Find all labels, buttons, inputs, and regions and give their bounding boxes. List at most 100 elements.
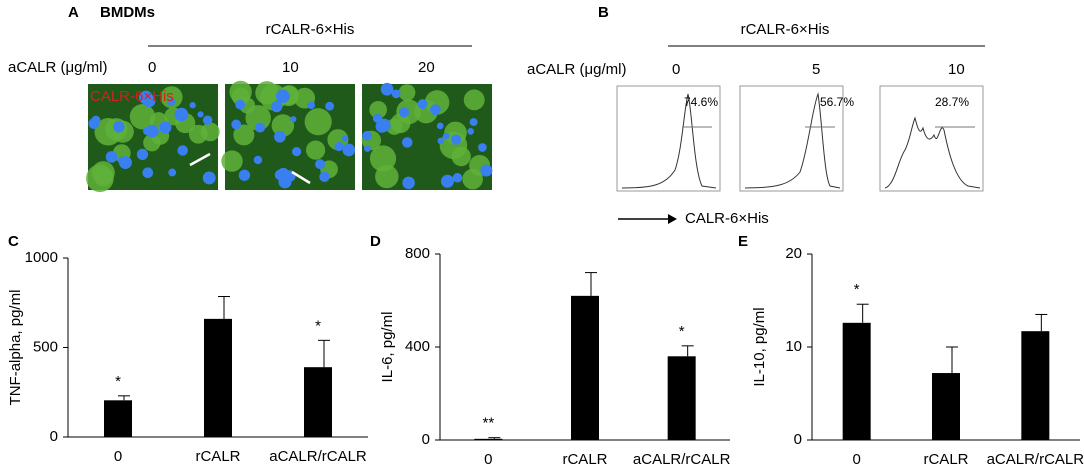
cell [93, 167, 113, 187]
nucleus [402, 137, 413, 148]
x-tick-label: rCALR [195, 448, 240, 465]
bar [932, 373, 960, 440]
cell [398, 84, 416, 101]
cell [451, 146, 471, 167]
panel-label: D [370, 233, 381, 250]
x-tick-label: aCALR/rCALR [633, 451, 731, 468]
nucleus [334, 141, 344, 152]
x-tick-label: 0 [484, 451, 492, 468]
significance: * [679, 323, 685, 340]
bar [1021, 331, 1050, 440]
nucleus [255, 122, 266, 133]
cell [463, 89, 485, 111]
nucleus [417, 99, 428, 109]
treatment-label: rCALR-6×His [741, 21, 830, 38]
y-tick-label: 1000 [25, 249, 58, 266]
cell [305, 140, 326, 160]
nucleus [451, 134, 462, 145]
nucleus [437, 137, 444, 145]
cell [304, 108, 332, 136]
cell [233, 124, 255, 146]
x-tick-label: aCALR/rCALR [987, 451, 1084, 468]
percent-label: 74.6% [684, 95, 718, 109]
nucleus [292, 147, 302, 157]
nucleus [202, 115, 213, 125]
nucleus [136, 148, 149, 160]
arrow [291, 170, 311, 185]
nucleus [319, 171, 330, 182]
histogram [621, 93, 717, 189]
y-tick-label: 800 [405, 245, 430, 262]
nucleus [235, 99, 246, 110]
x-tick-label: 0 [852, 451, 860, 468]
x-tick-label: aCALR/rCALR [269, 448, 367, 465]
panel-label: E [738, 233, 748, 250]
arrow [189, 152, 211, 167]
nucleus [177, 145, 188, 156]
nucleus [88, 118, 100, 129]
nucleus [398, 107, 410, 118]
nucleus [429, 104, 441, 116]
nucleus [341, 135, 349, 142]
cell [390, 113, 411, 134]
significance: ** [482, 415, 494, 432]
bar [571, 295, 599, 440]
treatment-label: rCALR-6×His [266, 21, 355, 38]
x-tick-label: 0 [114, 448, 122, 465]
nucleus [105, 151, 118, 163]
x-tick-label: rCALR [562, 451, 607, 468]
dose: 5 [812, 61, 820, 78]
nucleus [119, 156, 132, 170]
nucleus [467, 128, 475, 135]
percent-label: 28.7% [935, 95, 969, 109]
nucleus [380, 82, 394, 96]
dose: 10 [948, 61, 965, 78]
nucleus [362, 130, 372, 141]
y-axis-label: IL-6, pg/ml [379, 312, 396, 383]
nucleus [167, 98, 176, 106]
dose: 0 [148, 59, 156, 76]
nucleus [452, 172, 463, 183]
nucleus [315, 159, 326, 170]
cell [271, 114, 295, 137]
dose: 20 [418, 59, 435, 76]
nucleus [402, 176, 415, 190]
nucleus [372, 113, 383, 124]
bar [304, 367, 332, 437]
dose-label: aCALR (μg/ml) [8, 59, 108, 76]
panel-label: A [68, 4, 79, 21]
dose-label: aCALR (μg/ml) [527, 61, 627, 78]
y-tick-label: 0 [794, 431, 802, 448]
significance: * [115, 373, 121, 390]
nucleus [142, 167, 154, 179]
cell [369, 100, 387, 119]
nucleus [143, 94, 156, 108]
nucleus [231, 119, 242, 130]
histograms: 74.6% 56.7% 28.7% [616, 85, 984, 192]
nucleus [436, 122, 444, 130]
y-tick-label: 0 [422, 431, 430, 448]
significance: * [854, 281, 860, 298]
nucleus [440, 174, 454, 188]
y-tick-label: 10 [785, 338, 802, 355]
nucleus [143, 127, 152, 136]
nucleus [253, 155, 263, 165]
bar [104, 400, 132, 437]
nucleus [469, 118, 478, 127]
micrographs [86, 80, 493, 193]
histogram-box [739, 85, 844, 192]
histogram-box [616, 85, 721, 192]
y-axis-label: TNF-alpha, pg/ml [7, 290, 24, 406]
dose: 0 [672, 61, 680, 78]
histogram [884, 116, 981, 189]
bar [204, 318, 232, 437]
nucleus [442, 132, 450, 140]
y-tick-label: 0 [50, 428, 58, 445]
bar [474, 438, 503, 440]
nucleus [478, 143, 487, 152]
nucleus [197, 111, 204, 118]
nucleus [274, 169, 286, 181]
panel-label: C [8, 233, 19, 250]
y-tick-label: 500 [33, 338, 58, 355]
